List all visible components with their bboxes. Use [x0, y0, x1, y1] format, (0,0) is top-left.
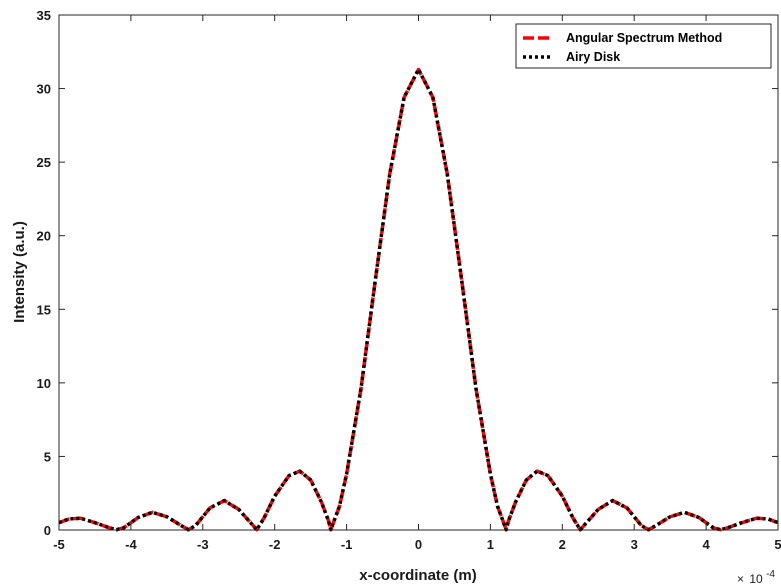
y-tick-label: 20	[37, 229, 51, 244]
x-tick-label: -5	[53, 537, 65, 552]
x-tick-label: -1	[341, 537, 353, 552]
x-tick-label: 2	[559, 537, 566, 552]
x-tick-label: -2	[269, 537, 281, 552]
x-axis-title: x-coordinate (m)	[359, 567, 477, 584]
legend-box	[515, 23, 772, 69]
svg-text:× 10 -4: × 10 -4	[737, 569, 775, 586]
x-tick-label: 5	[774, 537, 781, 552]
plot-frame	[58, 14, 779, 531]
x-scale-base: 10	[749, 572, 763, 586]
x-tick-label: 3	[631, 537, 638, 552]
legend: Angular Spectrum Method Airy Disk	[515, 23, 772, 69]
legend-label-angular-spectrum: Angular Spectrum Method	[566, 31, 722, 45]
x-tick-label: 0	[415, 537, 422, 552]
series-line-angular-spectrum	[58, 67, 779, 532]
y-tick-label: 5	[44, 449, 51, 464]
y-tick-label: 10	[37, 376, 51, 391]
labels-layer: -5 -4 -3 -2 -1 0 1 2 3 4 5 0 5 10 15 20 25 30 35	[37, 8, 781, 552]
y-tick-label: 35	[37, 8, 51, 23]
y-tick-label: 25	[37, 155, 51, 170]
x-scale-multiplier: × 10 -4	[737, 569, 775, 586]
y-tick-label: 30	[37, 82, 51, 97]
series-layer	[58, 67, 779, 532]
x-tick-label: 1	[487, 537, 494, 552]
y-axis-title: Intensity (a.u.)	[11, 221, 28, 323]
y-tick-label: 15	[37, 302, 51, 317]
y-tick-label: 0	[44, 523, 51, 538]
x-scale-times: ×	[737, 572, 744, 586]
legend-label-airy-disk: Airy Disk	[566, 50, 620, 64]
x-tick-label: -4	[125, 537, 137, 552]
plot-background	[59, 15, 778, 530]
x-scale-exponent: -4	[766, 569, 775, 580]
x-tick-label: -3	[197, 537, 209, 552]
x-tick-label: 4	[702, 537, 710, 552]
